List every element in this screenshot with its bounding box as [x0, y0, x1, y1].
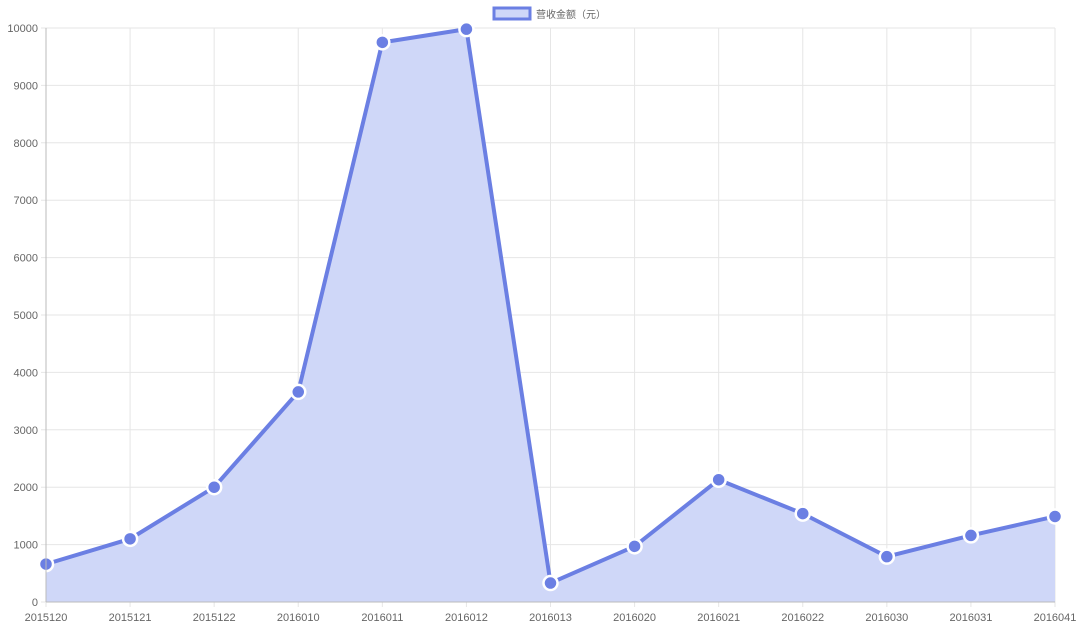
data-point[interactable]	[205, 478, 223, 496]
data-point[interactable]	[878, 548, 896, 565]
y-tick-label: 10000	[7, 23, 38, 35]
data-point[interactable]	[121, 530, 139, 548]
x-tick-label: 2015121	[109, 612, 152, 624]
data-point[interactable]	[542, 574, 559, 592]
data-point[interactable]	[374, 34, 391, 51]
legend[interactable]: 营收金额（元）	[492, 6, 606, 21]
x-tick-label: 2016012	[445, 612, 488, 624]
data-point[interactable]	[1046, 508, 1064, 525]
x-tick-label: 2016010	[277, 612, 320, 624]
data-point[interactable]	[626, 538, 643, 555]
series-area-layer	[46, 29, 1055, 602]
x-tick-label: 2016013	[529, 612, 572, 624]
data-point[interactable]	[794, 505, 811, 522]
x-tick-label: 2015120	[25, 612, 68, 624]
axes: 0 1000 2000 3000 4000 5000 6000 7000 8000 9000 100…	[7, 23, 1076, 624]
y-tick-label: 0	[32, 597, 38, 609]
x-tick-label: 2016021	[697, 612, 740, 624]
x-tick-label: 2016030	[865, 612, 908, 624]
x-tick-label: 2015122	[193, 612, 236, 624]
data-point[interactable]	[458, 20, 475, 38]
y-tick-label: 2000	[14, 482, 38, 494]
series-points	[37, 20, 1064, 592]
y-tick-label: 3000	[14, 425, 38, 437]
x-tick-label: 2016011	[361, 612, 403, 624]
series-area	[46, 29, 1055, 602]
y-tick-label: 7000	[14, 195, 38, 207]
x-tick-label: 2016022	[781, 612, 824, 624]
y-tick-label: 9000	[14, 80, 38, 92]
data-point[interactable]	[962, 527, 980, 544]
x-tick-label: 2016041	[1034, 612, 1077, 624]
legend-swatch[interactable]	[492, 6, 532, 21]
x-tick-label: 2016031	[950, 612, 993, 624]
y-tick-label: 6000	[14, 253, 38, 265]
y-tick-label: 4000	[14, 367, 38, 379]
legend-label[interactable]: 营收金额（元）	[536, 8, 606, 21]
y-tick-label: 8000	[14, 138, 38, 150]
data-point[interactable]	[710, 471, 727, 488]
y-tick-label: 1000	[14, 540, 38, 552]
x-tick-label: 2016020	[613, 612, 656, 624]
y-tick-label: 5000	[14, 310, 38, 322]
data-point[interactable]	[290, 383, 307, 401]
